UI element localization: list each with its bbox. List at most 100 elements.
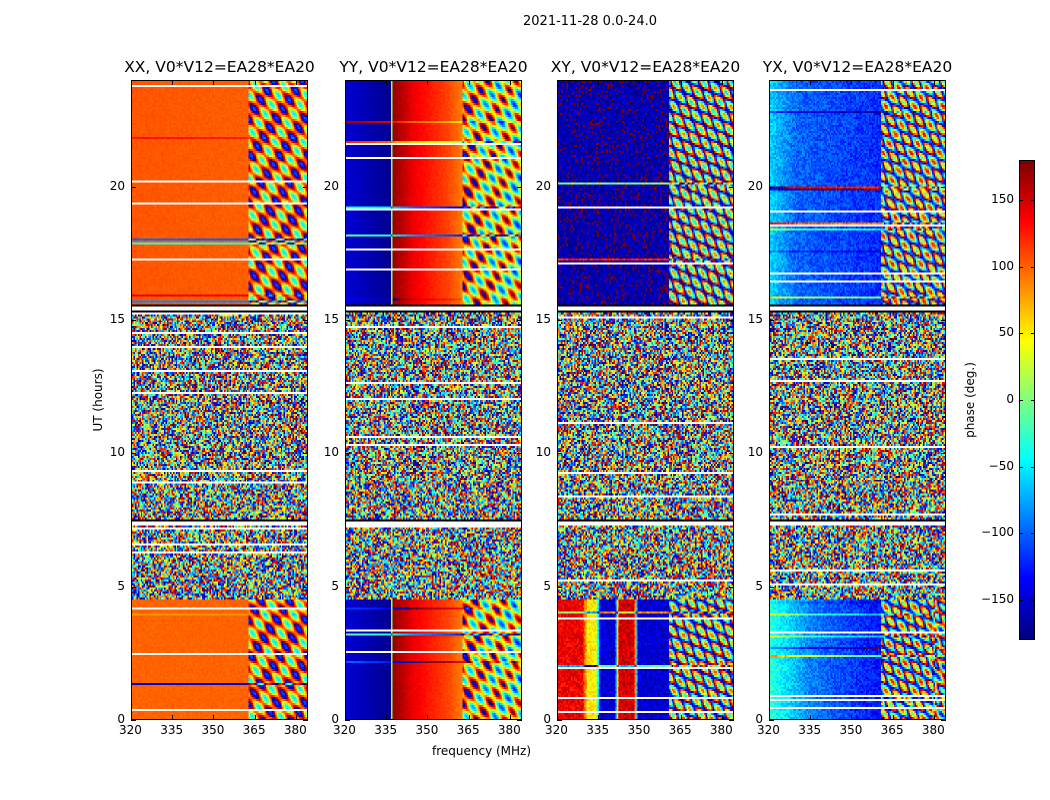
y-tick-label: 15 bbox=[535, 312, 551, 326]
x-tick bbox=[721, 715, 723, 720]
x-tick bbox=[254, 715, 256, 720]
y-tick bbox=[345, 453, 350, 455]
y-tick-right bbox=[729, 720, 734, 721]
colorbar-tick bbox=[1019, 266, 1023, 268]
y-tick-right bbox=[941, 186, 946, 188]
colorbar-tick bbox=[1019, 600, 1023, 601]
y-tick-right bbox=[517, 720, 522, 721]
panel-title-yy: YY, V0*V12=EA28*EA20 bbox=[339, 58, 528, 76]
heatmap-image bbox=[558, 81, 733, 719]
colorbar-tick-right bbox=[1031, 333, 1035, 335]
x-tick-top bbox=[345, 80, 346, 85]
y-tick-label: 20 bbox=[535, 178, 551, 193]
x-tick bbox=[427, 715, 429, 720]
colorbar-tick-label: −150 bbox=[981, 592, 1014, 606]
x-tick-top bbox=[557, 80, 558, 85]
y-tick-right bbox=[941, 586, 946, 588]
x-tick-label: 365 bbox=[456, 723, 480, 737]
x-tick bbox=[345, 715, 346, 720]
y-tick-right bbox=[941, 720, 946, 721]
panel-title-xx: XX, V0*V12=EA28*EA20 bbox=[124, 58, 315, 76]
y-tick-label: 10 bbox=[747, 445, 763, 460]
y-tick-right bbox=[517, 186, 522, 188]
colorbar-tick-label: 0 bbox=[1006, 392, 1014, 406]
y-tick bbox=[769, 586, 774, 588]
colorbar-tick-label: 100 bbox=[991, 258, 1014, 273]
x-tick-top bbox=[851, 80, 853, 85]
y-tick bbox=[131, 586, 136, 588]
x-tick-label: 350 bbox=[627, 723, 651, 737]
y-tick-label: 20 bbox=[109, 178, 125, 193]
y-axis-label: UT (hours) bbox=[91, 368, 105, 432]
x-tick-top bbox=[933, 80, 935, 85]
y-tick bbox=[557, 720, 562, 721]
heatmap-panel bbox=[769, 80, 946, 720]
colorbar-tick bbox=[1019, 200, 1023, 201]
y-tick bbox=[345, 720, 350, 721]
colorbar-tick bbox=[1019, 533, 1023, 535]
x-tick-top bbox=[892, 80, 894, 85]
x-tick bbox=[851, 715, 853, 720]
heatmap-panel bbox=[131, 80, 308, 720]
y-tick-right bbox=[517, 453, 522, 455]
x-tick-top bbox=[721, 80, 723, 85]
heatmap-panel bbox=[345, 80, 522, 720]
y-tick-label: 5 bbox=[117, 578, 125, 593]
y-tick-right bbox=[729, 186, 734, 188]
x-tick bbox=[468, 715, 470, 720]
y-tick-label: 0 bbox=[543, 712, 551, 726]
heatmap-image bbox=[770, 81, 945, 719]
x-tick-top bbox=[172, 80, 174, 85]
x-tick-top bbox=[427, 80, 429, 85]
y-tick bbox=[131, 320, 136, 321]
y-tick-right bbox=[729, 586, 734, 588]
x-tick-top bbox=[254, 80, 256, 85]
y-tick bbox=[131, 720, 136, 721]
y-tick-right bbox=[517, 586, 522, 588]
y-tick-label: 15 bbox=[747, 312, 763, 326]
y-tick bbox=[557, 586, 562, 588]
colorbar-tick-right bbox=[1031, 600, 1035, 601]
y-tick-label: 10 bbox=[323, 445, 339, 460]
y-tick bbox=[131, 186, 136, 188]
x-tick bbox=[810, 715, 812, 720]
x-tick-top bbox=[386, 80, 388, 85]
x-tick bbox=[557, 715, 558, 720]
y-tick-label: 5 bbox=[755, 578, 763, 593]
y-tick-label: 20 bbox=[323, 178, 339, 193]
colorbar-tick-label: 50 bbox=[998, 325, 1014, 340]
y-tick-right bbox=[729, 320, 734, 321]
x-tick-top bbox=[295, 80, 297, 85]
y-tick-label: 10 bbox=[109, 445, 125, 460]
y-tick-label: 10 bbox=[535, 445, 551, 460]
y-tick-right bbox=[941, 320, 946, 321]
y-tick bbox=[345, 320, 350, 321]
x-tick bbox=[131, 715, 132, 720]
colorbar-tick-label: −100 bbox=[981, 525, 1014, 540]
x-tick bbox=[639, 715, 641, 720]
panel-title-xy: XY, V0*V12=EA28*EA20 bbox=[550, 58, 741, 76]
x-tick-label: 335 bbox=[586, 723, 610, 737]
y-tick bbox=[769, 453, 774, 455]
x-tick bbox=[598, 715, 600, 720]
heatmap-image bbox=[346, 81, 521, 719]
y-tick-label: 0 bbox=[117, 712, 125, 726]
x-tick bbox=[295, 715, 297, 720]
y-tick-label: 15 bbox=[109, 312, 125, 326]
y-tick bbox=[131, 453, 136, 455]
x-tick bbox=[933, 715, 935, 720]
x-tick-label: 365 bbox=[668, 723, 692, 737]
x-tick-top bbox=[810, 80, 812, 85]
y-tick-label: 5 bbox=[331, 578, 339, 593]
colorbar-tick bbox=[1019, 333, 1023, 335]
figure-title: 2021-11-28 0.0-24.0 bbox=[523, 14, 657, 29]
colorbar-tick-label: 150 bbox=[991, 192, 1014, 206]
y-tick bbox=[557, 186, 562, 188]
x-tick bbox=[172, 715, 174, 720]
x-tick-label: 380 bbox=[921, 723, 945, 737]
y-tick-label: 15 bbox=[323, 312, 339, 326]
x-tick-label: 320 bbox=[757, 723, 780, 737]
colorbar-tick-right bbox=[1031, 400, 1035, 401]
x-tick bbox=[769, 715, 770, 720]
